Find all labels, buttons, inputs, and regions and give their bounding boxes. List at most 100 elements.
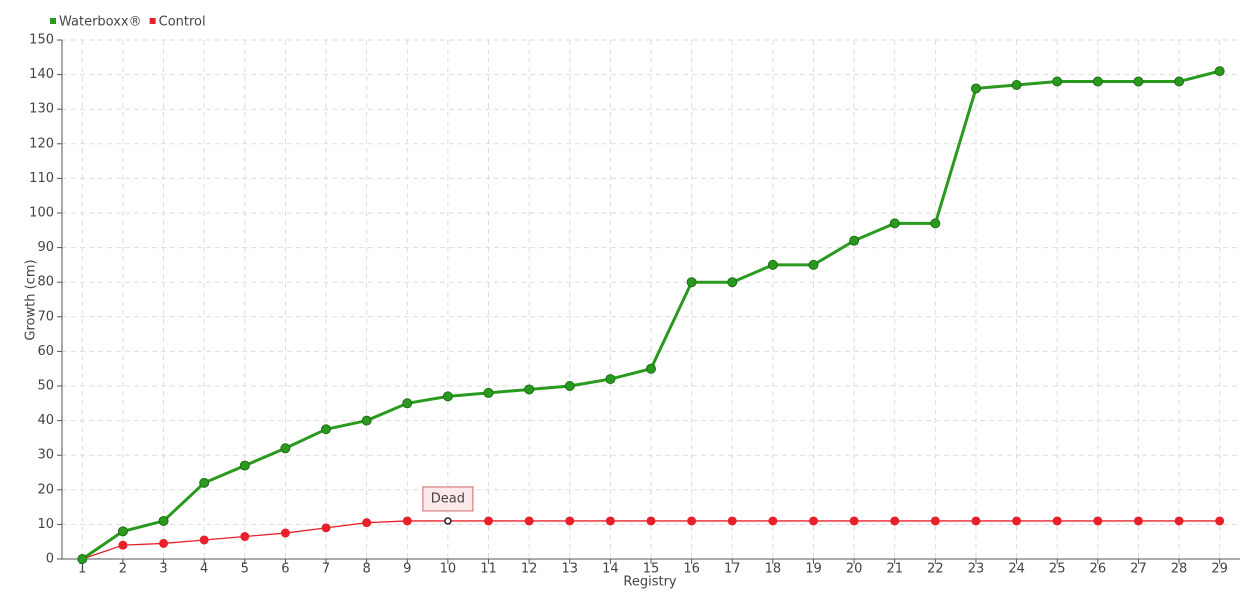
point <box>605 374 616 385</box>
point <box>1174 516 1184 526</box>
series <box>77 516 1225 564</box>
point <box>1093 516 1103 526</box>
y-tick-label: 30 <box>37 448 54 463</box>
point <box>321 523 331 533</box>
point <box>605 516 615 526</box>
point <box>1133 516 1143 526</box>
y-tick-label: 80 <box>37 275 54 290</box>
point <box>565 516 575 526</box>
point <box>239 460 250 471</box>
x-tick-label: 23 <box>968 562 985 577</box>
point <box>646 363 656 374</box>
point <box>686 277 697 288</box>
x-tick-label: 26 <box>1090 562 1107 577</box>
x-tick-label: 25 <box>1049 562 1066 577</box>
point <box>362 518 372 528</box>
x-tick-label: 18 <box>765 562 782 577</box>
x-tick-label: 17 <box>724 562 741 577</box>
point <box>442 391 453 402</box>
point <box>1012 516 1022 526</box>
point <box>361 415 372 426</box>
x-tick-label: 14 <box>602 562 619 577</box>
x-tick-label: 10 <box>440 562 457 577</box>
x-tick-label: 19 <box>805 562 822 577</box>
x-tick-label: 13 <box>561 562 578 577</box>
x-tick-label: 16 <box>683 562 700 577</box>
point <box>1052 76 1063 87</box>
x-tick-label: 12 <box>521 562 538 577</box>
annotation: Dead <box>431 491 465 506</box>
point <box>1133 76 1144 87</box>
annotation-box <box>422 486 474 512</box>
y-tick-label: 100 <box>29 206 54 221</box>
point <box>890 516 900 526</box>
point <box>889 218 900 229</box>
x-tick-label: 6 <box>281 562 289 577</box>
point <box>687 516 697 526</box>
point <box>646 516 656 526</box>
x-tick-label: 27 <box>1130 562 1147 577</box>
y-tick-label: 130 <box>29 102 54 117</box>
x-tick-label: 7 <box>322 562 330 577</box>
y-tick-label: 140 <box>29 67 54 82</box>
point <box>727 516 737 526</box>
y-tick-label: 20 <box>37 482 54 497</box>
x-tick-label: 29 <box>1211 562 1228 577</box>
point <box>484 516 494 526</box>
point <box>1092 76 1103 87</box>
x-tick-label: 2 <box>119 562 127 577</box>
point <box>118 540 128 550</box>
x-tick-label: 20 <box>846 562 863 577</box>
point <box>930 218 941 229</box>
point <box>199 535 209 545</box>
x-tick-label: 28 <box>1171 562 1188 577</box>
point <box>808 516 818 526</box>
point <box>240 532 250 542</box>
point <box>849 235 860 246</box>
x-tick-label: 9 <box>403 562 411 577</box>
series <box>77 66 1225 564</box>
point <box>402 398 413 409</box>
point <box>930 516 940 526</box>
y-tick-label: 120 <box>29 136 54 151</box>
legend-label: Waterboxx® <box>59 15 142 30</box>
x-tick-label: 3 <box>159 562 167 577</box>
point <box>1011 79 1022 90</box>
point <box>117 526 128 537</box>
y-tick-label: 60 <box>37 344 54 359</box>
point <box>321 424 332 435</box>
point <box>1174 76 1185 87</box>
y-tick-label: 10 <box>37 517 54 532</box>
x-tick-label: 22 <box>927 562 944 577</box>
point <box>768 516 778 526</box>
point <box>1214 66 1225 77</box>
point <box>971 516 981 526</box>
x-tick-label: 24 <box>1008 562 1025 577</box>
point <box>159 538 169 548</box>
point <box>524 516 534 526</box>
point <box>402 516 412 526</box>
y-tick-label: 40 <box>37 413 54 428</box>
y-axis-label: Growth (cm) <box>24 259 39 340</box>
legend: Waterboxx® Control <box>50 15 206 30</box>
y-tick-label: 110 <box>29 171 54 186</box>
point <box>524 384 535 395</box>
point <box>849 516 859 526</box>
x-tick-label: 1 <box>78 562 86 577</box>
point <box>77 554 88 564</box>
legend-label: Control <box>159 15 206 30</box>
x-tick-label: 5 <box>241 562 249 577</box>
point <box>158 515 169 526</box>
legend-swatch <box>50 18 56 24</box>
point <box>1052 516 1062 526</box>
y-tick-label: 90 <box>37 240 54 255</box>
y-tick-label: 50 <box>37 379 54 394</box>
y-tick-label: 0 <box>46 552 54 567</box>
point <box>280 528 290 538</box>
y-tick-label: 70 <box>37 309 54 324</box>
point <box>767 259 778 270</box>
x-axis-label: Registry <box>623 575 677 590</box>
x-tick-label: 4 <box>200 562 208 577</box>
x-tick-label: 15 <box>643 562 660 577</box>
